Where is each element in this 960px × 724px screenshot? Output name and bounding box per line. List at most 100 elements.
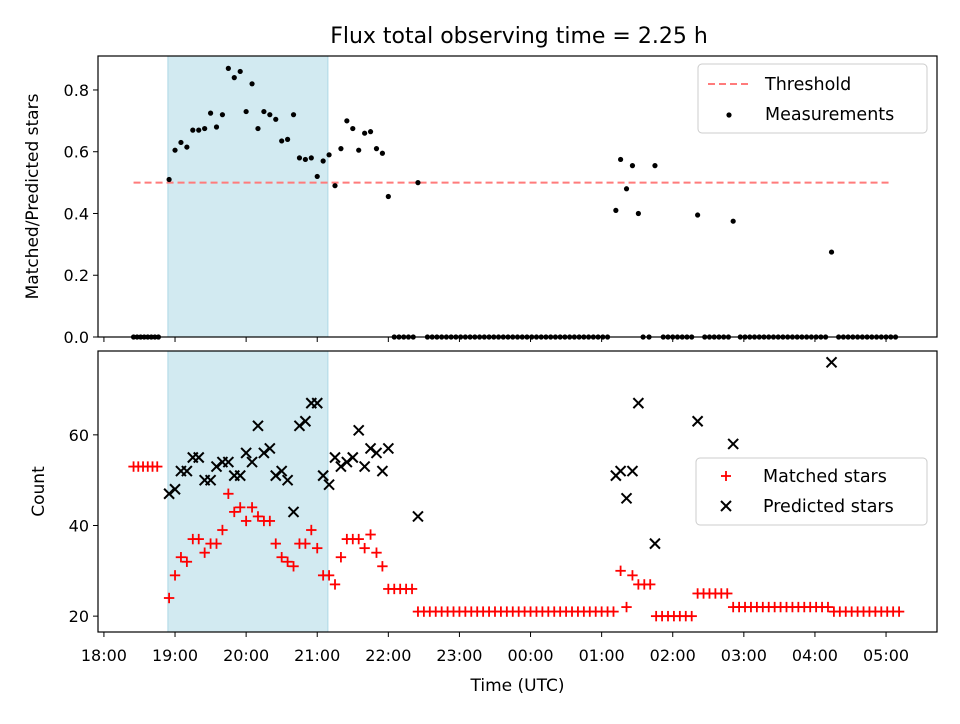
matched-point	[406, 583, 418, 595]
x-stroke-b	[347, 451, 359, 464]
predicted-point	[649, 537, 661, 550]
measurement-point	[695, 212, 701, 218]
matched-point	[323, 570, 335, 581]
matched-point	[169, 570, 181, 581]
predicted-point	[317, 469, 329, 482]
matched-point	[270, 538, 281, 549]
measurement-point	[320, 158, 326, 164]
measurement-point	[190, 127, 196, 133]
predicted-point	[169, 483, 181, 495]
x-stroke-b	[204, 474, 217, 486]
measurement-point	[178, 139, 184, 146]
matched-point	[246, 502, 258, 513]
predicted-point	[240, 447, 252, 459]
x-stroke-b	[264, 442, 276, 455]
predicted-point	[614, 465, 627, 477]
axes-frame	[97, 350, 938, 633]
figure-title: Flux total observing time = 2.25 h	[330, 24, 708, 49]
matched-point	[235, 502, 246, 513]
matched-point	[163, 592, 175, 604]
x-stroke-b	[323, 478, 335, 491]
predicted-point	[382, 442, 395, 455]
axes-frame	[97, 55, 938, 338]
x-stroke-b	[252, 420, 264, 432]
y-axis-label: Count	[29, 466, 49, 517]
y-axis-label: Matched/Predicted stars	[23, 93, 43, 299]
measurement-point	[623, 186, 630, 192]
matched-point	[306, 524, 317, 536]
measurement-point	[613, 207, 619, 213]
matched-stars-series	[128, 461, 905, 622]
legend: Threshold Measurements	[697, 63, 928, 134]
matched-point	[359, 542, 370, 554]
x-stroke-b	[825, 356, 838, 369]
measurement-point	[344, 118, 350, 124]
x-tick-label: 05:00	[863, 646, 909, 665]
measurement-point	[302, 156, 308, 163]
measurement-point	[730, 218, 736, 224]
predicted-point	[352, 424, 365, 437]
x-tick-label: 19:00	[152, 646, 198, 665]
predicted-point	[252, 420, 264, 432]
x-stroke-b	[691, 415, 704, 427]
predicted-point	[347, 451, 359, 464]
measurement-point	[385, 193, 391, 200]
x-stroke-b	[181, 465, 193, 477]
x-axis-ticks: 18:00 19:00 20:00 21:00 22:00 23:00 00:00 01:00…	[81, 632, 909, 665]
measurement-point	[273, 116, 279, 122]
x-tick-label: 20:00	[223, 646, 269, 665]
measurement-point	[285, 136, 291, 142]
matched-point	[353, 533, 364, 545]
legend: Matched stars Predicted stars	[695, 457, 928, 526]
matched-point	[181, 556, 193, 567]
matched-point	[229, 506, 240, 518]
x-stroke-b	[412, 510, 424, 523]
predicted-point	[329, 451, 341, 464]
y-tick-label: 0.8	[64, 81, 89, 100]
matched-point	[312, 542, 323, 554]
matched-point	[615, 565, 626, 577]
matched-point	[893, 606, 905, 617]
x-stroke-b	[632, 397, 645, 409]
measurement-point	[326, 152, 332, 158]
predicted-point	[222, 456, 235, 468]
predicted-point	[626, 465, 639, 477]
y-tick-label: 0.4	[64, 204, 89, 223]
matched-point	[371, 547, 382, 558]
matched-point	[365, 529, 376, 540]
legend-matched-label: Matched stars	[763, 467, 887, 487]
legend-matched-swatch	[721, 471, 731, 481]
highlight-span	[167, 55, 329, 338]
matched-point	[621, 601, 632, 613]
predicted-point	[323, 478, 335, 491]
x-stroke-b	[720, 500, 732, 512]
measurement-point	[308, 155, 314, 161]
matched-point	[627, 570, 638, 581]
measurement-point	[225, 65, 231, 71]
measurement-point	[296, 155, 303, 161]
x-stroke-b	[352, 424, 365, 437]
x-stroke-b	[311, 397, 323, 409]
measurement-point	[196, 127, 202, 133]
predicted-point	[825, 356, 838, 369]
matched-point	[335, 552, 347, 563]
x-tick-label: 00:00	[507, 646, 553, 665]
matched-point	[252, 511, 264, 522]
measurement-point	[332, 183, 338, 189]
top-panel: 0.00.20.40.60.8 Matched/Predicted stars …	[23, 55, 938, 347]
x-tick-label: 18:00	[81, 646, 127, 665]
measurement-point	[290, 112, 297, 118]
measurement-point	[635, 210, 641, 217]
matched-point	[645, 579, 656, 590]
x-stroke-b	[620, 492, 633, 505]
measurement-point	[219, 112, 226, 118]
predicted-point	[181, 465, 193, 477]
y-tick-label: 40	[69, 516, 89, 535]
x-tick-label: 23:00	[436, 646, 482, 665]
predicted-stars-series	[163, 356, 838, 550]
predicted-point	[281, 474, 294, 486]
x-tick-label: 01:00	[579, 646, 625, 665]
measurement-point	[350, 125, 356, 132]
predicted-point	[204, 474, 217, 486]
